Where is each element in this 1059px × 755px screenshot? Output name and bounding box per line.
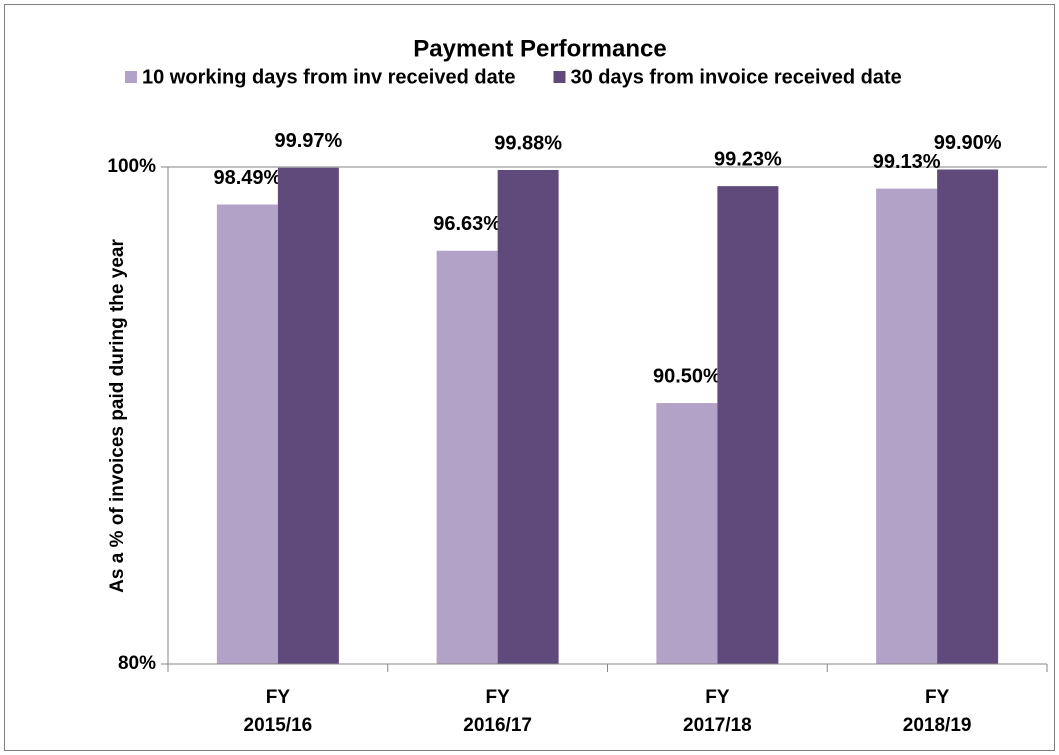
data-label: 99.90%	[934, 132, 1002, 154]
bar	[717, 186, 779, 664]
data-label: 90.50%	[653, 365, 721, 387]
data-label: 99.13%	[873, 151, 941, 173]
legend-swatch	[553, 71, 566, 83]
y-axis-label: As a % of invoices paid during the year	[107, 239, 128, 593]
x-tick-label: FY 2017/18	[683, 687, 752, 736]
bar	[876, 188, 938, 664]
x-tick-label: FY 2016/17	[463, 687, 532, 736]
legend-label: 30 days from invoice received date	[570, 66, 901, 88]
y-tick-label: 80%	[118, 653, 156, 674]
bar	[277, 167, 339, 665]
bar	[497, 169, 559, 664]
bar	[436, 250, 498, 664]
data-label: 96.63%	[433, 213, 501, 235]
data-label: 98.49%	[213, 167, 281, 189]
data-label: 99.23%	[714, 148, 782, 170]
bar	[937, 169, 999, 665]
data-label: 99.88%	[494, 132, 562, 154]
data-label: 99.97%	[274, 130, 342, 152]
legend-label: 10 working days from inv received date	[142, 66, 515, 88]
x-tick-label: FY 2018/19	[902, 687, 972, 736]
bar	[216, 204, 278, 664]
bar	[656, 403, 718, 664]
x-tick-label: FY 2015/16	[243, 687, 313, 736]
legend-swatch	[125, 71, 137, 83]
y-tick-label: 100%	[107, 156, 156, 177]
chart-title: Payment Performance	[413, 35, 666, 62]
